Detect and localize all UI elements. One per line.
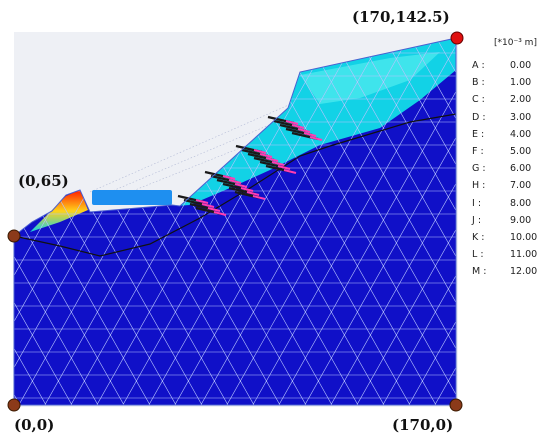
legend-key: C : xyxy=(472,94,485,106)
legend-key: L : xyxy=(472,249,484,261)
model-outline xyxy=(13,37,457,406)
coordinate-label-top-right: (170,142.5) xyxy=(352,8,450,26)
legend-entry: I : 8.00 xyxy=(468,198,546,212)
anchor-bond-zone xyxy=(303,132,317,137)
anchor-bond-zone xyxy=(213,211,227,216)
legend-value: 0.00 xyxy=(510,60,532,71)
embankment-block xyxy=(92,190,172,205)
anchor-bond-zone xyxy=(291,124,305,129)
anchor-group xyxy=(177,115,323,216)
legend-value: 9.00 xyxy=(510,214,532,226)
anchor-bond-zone xyxy=(201,203,215,208)
legend-key: B : xyxy=(472,77,485,89)
legend-entry: D : 3.00 xyxy=(468,112,546,126)
anchor-bond-zone xyxy=(207,207,221,212)
anchor-bond-zone xyxy=(309,136,323,141)
coordinate-label-left: (0,65) xyxy=(18,172,69,190)
anchor-bond-zone xyxy=(228,179,242,184)
legend-entry: K : 10.00 xyxy=(468,232,546,246)
legend-entry: C : 2.00 xyxy=(468,94,546,108)
legend-key: E : xyxy=(472,128,485,140)
anchor-bond-zone xyxy=(253,149,267,154)
anchor-bond-zone xyxy=(277,165,291,170)
legend-value: 4.00 xyxy=(510,128,532,140)
legend-entry: M : 12.00 xyxy=(468,266,546,280)
legend-key: D : xyxy=(472,111,486,123)
legend-entry: L : 11.00 xyxy=(468,249,546,263)
anchor-bond-zone xyxy=(259,153,273,158)
legend-value: 10.00 xyxy=(510,232,538,243)
legend-key: A : xyxy=(472,60,485,71)
corner-marker-bottom-right xyxy=(449,398,463,412)
anchor-bond-zone xyxy=(285,120,299,125)
legend-key: J : xyxy=(472,214,482,226)
corner-marker-bottom-left xyxy=(7,398,21,412)
corner-marker-left xyxy=(7,229,21,243)
legend-key: K : xyxy=(472,232,485,243)
legend-key: H : xyxy=(472,180,486,192)
legend-value: 2.00 xyxy=(510,94,532,106)
mesh-lines xyxy=(14,38,456,405)
anchor-bond-zone xyxy=(234,183,248,188)
legend-entry: H : 7.00 xyxy=(468,180,546,194)
displacement-zone-mid xyxy=(300,52,440,104)
legend-value: 5.00 xyxy=(510,146,532,157)
anchor-bond-zone xyxy=(297,128,311,133)
coordinate-label-bottom-right: (170,0) xyxy=(392,416,454,434)
legend-entry: F : 5.00 xyxy=(468,146,546,160)
legend-entry: G : 6.00 xyxy=(468,163,546,177)
legend-entry: J : 9.00 xyxy=(468,215,546,229)
legend-key: G : xyxy=(472,163,486,175)
legend-value: 1.00 xyxy=(510,77,532,89)
legend-key: I : xyxy=(472,197,482,209)
anchor-bond-zone xyxy=(246,191,260,196)
legend-entry: E : 4.00 xyxy=(468,129,546,143)
anchor-bond-zone xyxy=(252,195,266,200)
legend-key: F : xyxy=(472,146,484,157)
finite-element-mesh xyxy=(14,38,456,405)
anchor-bond-zone xyxy=(195,199,209,204)
anchor-bond-zone xyxy=(283,169,297,174)
legend-value: 11.00 xyxy=(510,249,538,261)
legend-unit: [*10⁻³ m] xyxy=(494,38,537,48)
legend-value: 12.00 xyxy=(510,266,538,278)
anchor-bond-zone xyxy=(271,161,285,166)
legend-key: M : xyxy=(472,266,487,278)
corner-marker-top-right xyxy=(450,31,464,45)
legend-value: 8.00 xyxy=(510,197,532,209)
anchor-bond-zone xyxy=(240,187,254,192)
anchor-bond-zone xyxy=(222,175,236,180)
legend-value: 6.00 xyxy=(510,163,532,175)
legend-entry: B : 1.00 xyxy=(468,77,546,91)
slip-surface-line xyxy=(13,113,457,257)
anchor-bond-zone xyxy=(265,157,279,162)
legend-value: 3.00 xyxy=(510,111,532,123)
coordinate-label-bottom-left: (0,0) xyxy=(14,416,55,434)
legend-entry: A : 0.00 xyxy=(468,60,546,74)
legend-value: 7.00 xyxy=(510,180,532,192)
